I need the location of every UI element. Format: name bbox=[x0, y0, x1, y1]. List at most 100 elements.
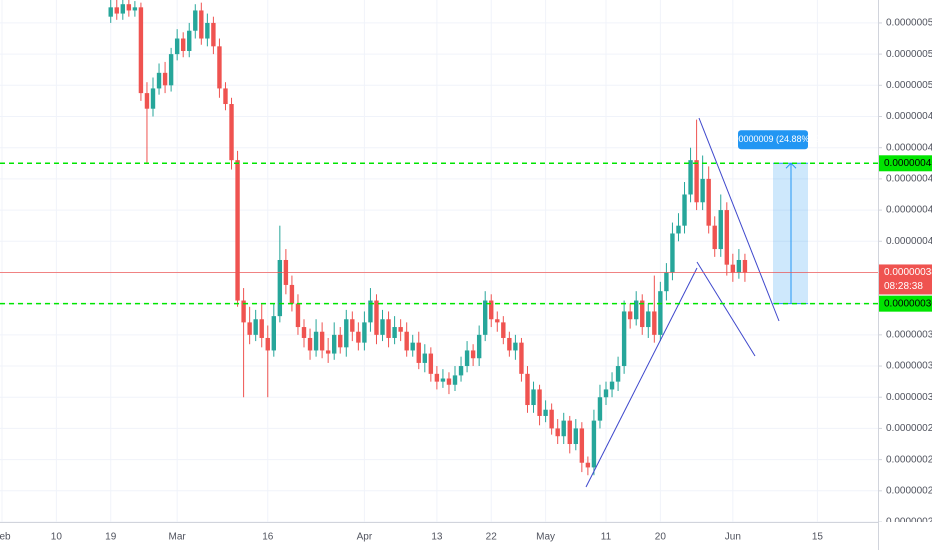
x-tick-label: Apr bbox=[357, 532, 373, 543]
y-tick-label: 0.00000032 bbox=[886, 361, 932, 372]
candle-body bbox=[138, 7, 144, 94]
candle-body bbox=[464, 350, 470, 367]
candle-body bbox=[205, 22, 210, 39]
y-tick-label: 0.00000054 bbox=[886, 18, 932, 29]
candle-body bbox=[670, 233, 675, 273]
candle-body bbox=[162, 72, 168, 86]
candle-body bbox=[422, 353, 427, 363]
candle-body bbox=[452, 375, 458, 385]
y-tick-label: 0.00000028 bbox=[886, 423, 932, 434]
candle-body bbox=[476, 334, 482, 359]
candle-body bbox=[470, 350, 476, 359]
candle-body bbox=[458, 366, 464, 376]
candle-body bbox=[362, 322, 367, 343]
candle-body bbox=[634, 300, 639, 320]
candle-body bbox=[332, 334, 337, 354]
price-badge-label: 0.00000036 bbox=[884, 298, 932, 309]
x-tick-label: 20 bbox=[655, 532, 667, 543]
candle-body bbox=[664, 272, 669, 292]
candle-body bbox=[392, 327, 397, 338]
candle-body bbox=[199, 10, 204, 39]
price-badge-label: 0.00000045 bbox=[884, 158, 932, 169]
trend-line bbox=[585, 267, 698, 488]
candle-body bbox=[319, 331, 325, 351]
candle-body bbox=[483, 300, 488, 335]
candle-body bbox=[253, 319, 258, 335]
candle-body bbox=[120, 4, 125, 14]
x-tick-label: 13 bbox=[431, 532, 443, 543]
current-price-badge bbox=[879, 264, 932, 295]
candle-body bbox=[307, 337, 313, 351]
candle-body bbox=[277, 259, 283, 317]
candle-body bbox=[615, 366, 621, 382]
x-tick-label: Feb bbox=[0, 532, 11, 543]
candle-body bbox=[404, 331, 409, 351]
candle-body bbox=[126, 4, 132, 11]
candle-body bbox=[295, 303, 301, 328]
candle-body bbox=[217, 46, 222, 89]
candle-body bbox=[356, 331, 361, 343]
candle-body bbox=[591, 420, 597, 468]
candle-body bbox=[742, 259, 748, 273]
candle-body bbox=[609, 381, 615, 390]
candle-body bbox=[144, 93, 150, 109]
candle-body bbox=[265, 337, 270, 351]
candle-body bbox=[501, 322, 506, 338]
y-tick-label: 0.00000034 bbox=[886, 329, 932, 340]
countdown-label: 08:28:38 bbox=[884, 281, 923, 292]
candle-body bbox=[380, 319, 385, 335]
candle-body bbox=[519, 342, 524, 374]
x-tick-label: 15 bbox=[812, 532, 824, 543]
candle-body bbox=[730, 264, 736, 273]
measure-label-box bbox=[738, 130, 808, 150]
candle-body bbox=[543, 409, 548, 416]
candle-body bbox=[193, 10, 198, 31]
candle-body bbox=[211, 22, 216, 47]
measure-arrowhead bbox=[785, 162, 797, 169]
candle-body bbox=[567, 420, 572, 445]
x-tick-label: 19 bbox=[105, 532, 117, 543]
candle-body bbox=[724, 210, 729, 265]
candle-body bbox=[561, 420, 566, 437]
candle-body bbox=[344, 319, 349, 348]
candle-body bbox=[247, 322, 252, 335]
trend-line bbox=[696, 261, 756, 357]
candle-body bbox=[603, 389, 609, 398]
candle-body bbox=[350, 319, 355, 332]
candle-body bbox=[688, 160, 693, 195]
candle-body bbox=[235, 160, 240, 301]
y-tick-label: 0.00000044 bbox=[886, 174, 932, 185]
candle-body bbox=[434, 373, 440, 382]
candle-body bbox=[114, 7, 119, 14]
candle-body bbox=[368, 300, 373, 323]
trend-line bbox=[698, 117, 780, 322]
candle-body bbox=[313, 331, 319, 351]
candle-body bbox=[549, 409, 554, 429]
candle-body bbox=[440, 378, 446, 382]
plot-area bbox=[108, 0, 748, 476]
candle-body bbox=[736, 259, 742, 273]
candle-body bbox=[223, 88, 228, 105]
candle-body bbox=[676, 225, 681, 234]
x-tick-label: 16 bbox=[262, 532, 274, 543]
candle-body bbox=[132, 7, 138, 11]
candle-body bbox=[652, 311, 657, 335]
candle-body bbox=[537, 389, 542, 416]
y-tick-label: 0.00000042 bbox=[886, 205, 932, 216]
drawings bbox=[0, 117, 878, 488]
y-tick-label: 0.00000046 bbox=[886, 142, 932, 153]
candle-body bbox=[640, 300, 645, 328]
x-tick-label: 22 bbox=[486, 532, 498, 543]
candle-body bbox=[585, 462, 591, 468]
candle-body bbox=[181, 38, 186, 51]
candle-body bbox=[398, 327, 403, 332]
candle-body bbox=[627, 311, 633, 320]
measure-label: 0.00000009 (24.88%) 9 bbox=[726, 134, 820, 144]
candle-body bbox=[187, 30, 192, 51]
candle-body bbox=[446, 378, 452, 385]
candle-body bbox=[712, 225, 717, 250]
candle-body bbox=[410, 342, 415, 351]
